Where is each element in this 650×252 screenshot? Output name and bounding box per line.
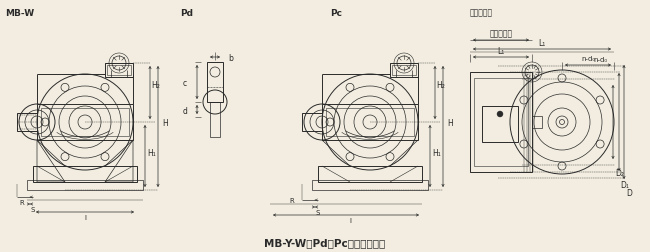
Text: c: c <box>183 78 187 87</box>
Text: H: H <box>447 118 453 127</box>
Text: R: R <box>290 197 294 203</box>
Text: H₁: H₁ <box>148 148 157 157</box>
Bar <box>37 105 133 140</box>
Text: D₁: D₁ <box>621 180 629 189</box>
Bar <box>210 103 220 137</box>
Bar <box>17 114 37 132</box>
Text: H₂: H₂ <box>151 80 161 89</box>
Bar <box>312 180 428 190</box>
Bar <box>27 180 143 190</box>
Text: Pc: Pc <box>330 9 342 17</box>
Circle shape <box>497 112 503 117</box>
Bar <box>326 109 414 137</box>
Text: n-d₀: n-d₀ <box>581 56 595 62</box>
Bar <box>105 64 133 78</box>
Text: S: S <box>31 206 35 212</box>
Bar <box>33 166 137 182</box>
Bar <box>322 105 418 140</box>
Bar <box>41 109 129 137</box>
Text: 按电机尺寸: 按电机尺寸 <box>470 9 493 17</box>
Text: 按电机尺寸: 按电机尺寸 <box>489 29 513 38</box>
Text: L₁: L₁ <box>497 46 504 55</box>
Text: Pd: Pd <box>180 9 193 17</box>
Text: D: D <box>626 188 632 197</box>
Text: L₁: L₁ <box>538 38 545 47</box>
Bar <box>482 107 518 142</box>
Bar <box>107 66 131 76</box>
Bar <box>207 63 223 103</box>
Bar <box>390 64 418 78</box>
Text: b: b <box>229 53 233 62</box>
Bar <box>318 166 422 182</box>
Text: R: R <box>20 199 25 205</box>
Bar <box>302 114 322 132</box>
Text: S: S <box>316 209 320 215</box>
Bar <box>474 79 528 166</box>
Text: l: l <box>84 214 86 220</box>
Text: MB-Y-W（Pd、Pc）型变减速器: MB-Y-W（Pd、Pc）型变减速器 <box>265 237 385 247</box>
Text: H₁: H₁ <box>433 148 441 157</box>
Text: l: l <box>349 217 351 223</box>
Text: H: H <box>162 118 168 127</box>
Bar <box>392 66 416 76</box>
Text: H₂: H₂ <box>437 80 445 89</box>
Text: n-d₀: n-d₀ <box>593 57 607 63</box>
Bar <box>470 73 532 172</box>
Bar <box>532 116 542 129</box>
Text: D₂: D₂ <box>616 168 625 177</box>
Text: d: d <box>183 106 187 115</box>
Text: MB-W: MB-W <box>5 9 34 17</box>
